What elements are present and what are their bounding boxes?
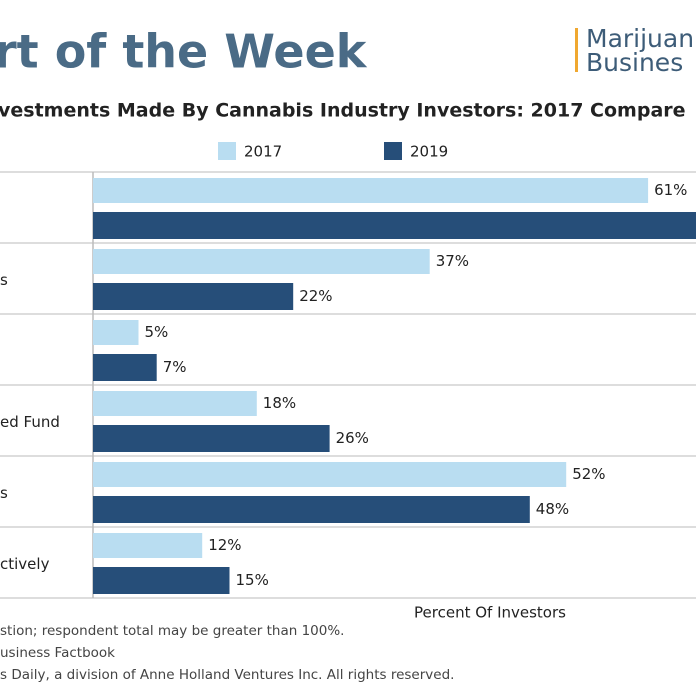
category-label: s bbox=[0, 271, 8, 289]
bar bbox=[93, 462, 567, 487]
data-label: 12% bbox=[208, 536, 241, 554]
legend-label: 2017 bbox=[244, 143, 282, 161]
data-label: 5% bbox=[145, 323, 169, 341]
data-label: 26% bbox=[336, 429, 369, 447]
data-label: 7% bbox=[163, 358, 187, 376]
bar bbox=[93, 178, 649, 203]
data-label: 61% bbox=[654, 181, 687, 199]
data-label: 15% bbox=[236, 571, 269, 589]
data-label: 37% bbox=[436, 252, 469, 270]
data-label: 48% bbox=[536, 500, 569, 518]
data-label: 52% bbox=[572, 465, 605, 483]
bar bbox=[93, 567, 230, 594]
category-label: ed Fund bbox=[0, 413, 60, 431]
bar bbox=[93, 391, 257, 416]
bar bbox=[93, 354, 157, 381]
bar bbox=[93, 212, 696, 239]
logo-text: Marijuan bbox=[586, 24, 694, 53]
bar bbox=[93, 249, 430, 274]
legend-swatch bbox=[218, 142, 236, 160]
x-axis-label: Percent Of Investors bbox=[414, 604, 566, 622]
category-label: s bbox=[0, 484, 8, 502]
logo-text: Busines bbox=[586, 48, 683, 77]
chart-title: rt of the Week bbox=[0, 25, 368, 79]
bar bbox=[93, 320, 139, 345]
footnote: s Daily, a division of Anne Holland Vent… bbox=[0, 667, 454, 683]
bar bbox=[93, 496, 530, 523]
footnote: stion; respondent total may be greater t… bbox=[0, 623, 344, 639]
logo-bar bbox=[575, 28, 578, 72]
data-label: 22% bbox=[299, 287, 332, 305]
bar bbox=[93, 283, 294, 310]
category-label: ctively bbox=[0, 555, 50, 573]
legend-label: 2019 bbox=[410, 143, 448, 161]
bar bbox=[93, 533, 203, 558]
bar bbox=[93, 425, 330, 452]
legend-swatch bbox=[384, 142, 402, 160]
data-label: 18% bbox=[263, 394, 296, 412]
chart-subtitle: vestments Made By Cannabis Industry Inve… bbox=[0, 100, 686, 122]
footnote: usiness Factbook bbox=[0, 645, 115, 661]
